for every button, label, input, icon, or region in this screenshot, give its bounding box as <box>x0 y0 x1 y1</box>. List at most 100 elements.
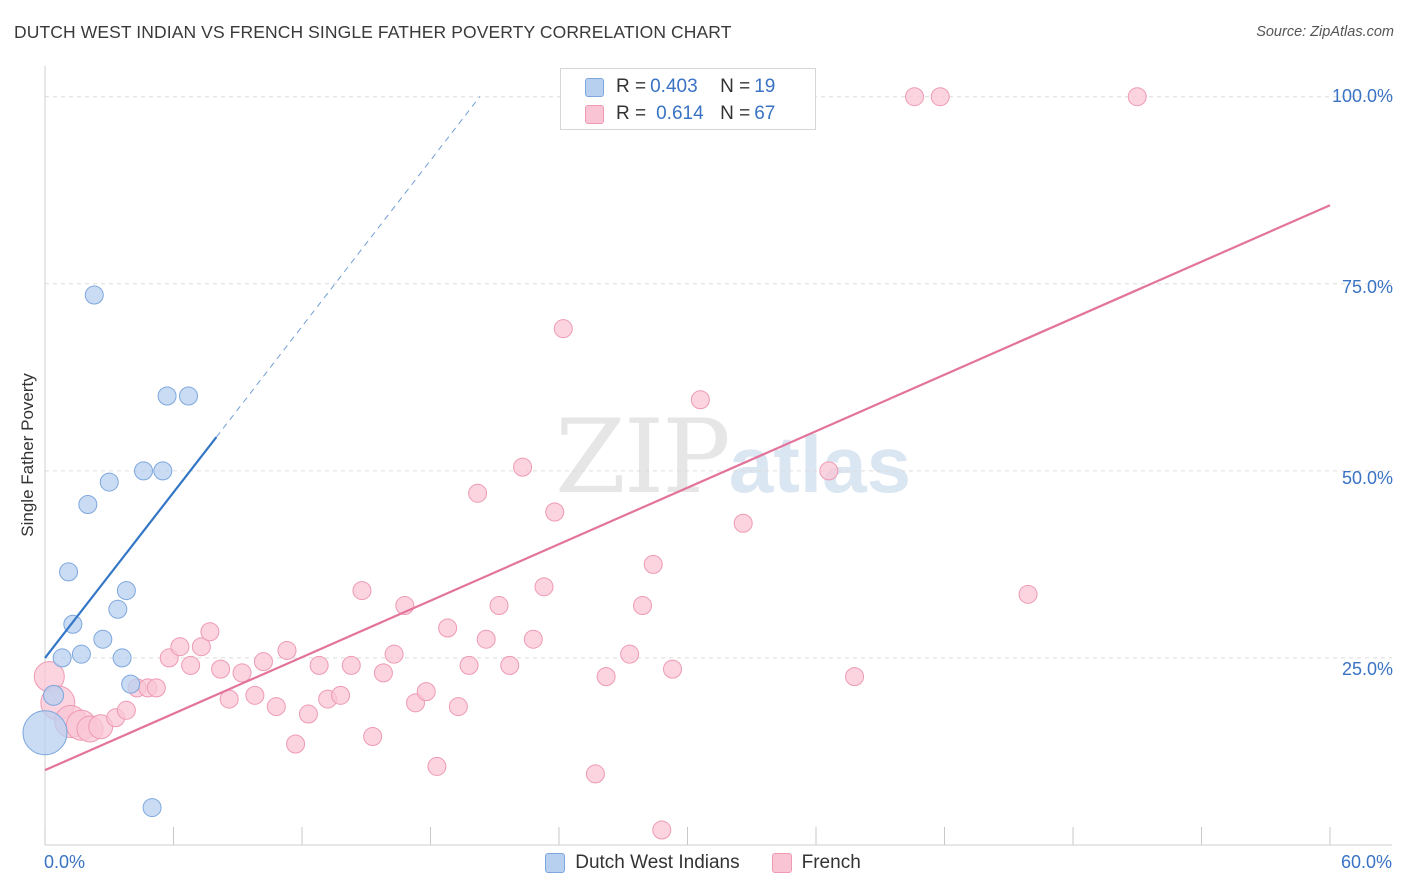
point-french <box>341 655 361 675</box>
chart-title: DUTCH WEST INDIAN VS FRENCH SINGLE FATHE… <box>14 22 732 42</box>
n-value: 19 <box>754 76 776 97</box>
point-french <box>191 637 211 657</box>
point-french <box>373 663 393 683</box>
legend-swatch-blue <box>545 853 566 873</box>
y-tick-label-100: 100.0% <box>1331 86 1393 106</box>
point-french <box>253 652 273 672</box>
point-french <box>116 700 136 720</box>
point-french <box>181 655 201 675</box>
point-french <box>553 319 573 339</box>
watermark: ZIPatlas <box>555 398 911 517</box>
point-dutch-west-indians <box>52 648 72 668</box>
point-french <box>286 734 306 754</box>
y-tick-label-75: 75.0% <box>1341 277 1393 297</box>
legend-swatch-pink <box>771 853 792 873</box>
point-french <box>643 554 663 574</box>
point-dutch-west-indians <box>71 644 91 664</box>
point-french <box>309 655 329 675</box>
point-french <box>523 629 543 649</box>
point-french <box>146 678 166 698</box>
point-dutch-west-indians <box>22 710 68 756</box>
legend-swatch-pink <box>585 104 604 124</box>
point-dutch-west-indians <box>108 599 128 619</box>
point-french <box>438 618 458 638</box>
point-french <box>1018 584 1038 604</box>
series-legend: Dutch West Indians French <box>0 852 1406 874</box>
n-value: 67 <box>754 103 776 124</box>
r-value: 0.614 <box>656 103 704 124</box>
point-french <box>596 667 616 687</box>
point-french <box>448 697 468 717</box>
r-value: 0.403 <box>650 76 698 97</box>
r-label: R = <box>616 76 647 97</box>
point-french <box>331 685 351 705</box>
point-dutch-west-indians <box>112 648 132 668</box>
point-dutch-west-indians <box>157 386 177 406</box>
point-dutch-west-indians <box>43 684 65 706</box>
point-french <box>468 483 488 503</box>
point-french <box>534 577 554 597</box>
point-french <box>363 726 383 746</box>
point-dutch-west-indians <box>93 629 113 649</box>
point-french <box>384 644 404 664</box>
point-french <box>266 697 286 717</box>
point-french <box>905 87 925 107</box>
legend-item-dutch-west-indians[interactable]: Dutch West Indians <box>545 852 740 874</box>
point-french <box>200 622 220 642</box>
point-french <box>663 659 683 679</box>
point-french <box>352 581 372 601</box>
point-dutch-west-indians <box>153 461 173 481</box>
legend-swatch-blue <box>585 77 604 97</box>
point-french <box>930 87 950 107</box>
point-french <box>845 667 865 687</box>
point-dutch-west-indians <box>134 461 154 481</box>
trend-line-french <box>44 204 1331 772</box>
legend-row-dutch-west-indians: R = 0.403 N = 19 <box>585 75 775 99</box>
point-french <box>819 461 839 481</box>
point-french <box>170 637 190 657</box>
x-tick-label-min: 0.0% <box>44 852 86 872</box>
r-label: R = <box>616 103 647 124</box>
point-french <box>211 659 231 679</box>
point-french <box>298 704 318 724</box>
point-french <box>476 629 496 649</box>
point-french <box>633 596 653 616</box>
point-dutch-west-indians <box>178 386 198 406</box>
point-french <box>1127 87 1147 107</box>
point-french <box>232 663 252 683</box>
y-tick-label-50: 50.0% <box>1341 468 1393 488</box>
point-dutch-west-indians <box>84 285 104 305</box>
point-french <box>489 596 509 616</box>
trend-line-extension-dutch-west-indians <box>215 96 481 438</box>
point-french <box>277 640 297 660</box>
point-dutch-west-indians <box>116 581 136 601</box>
point-french <box>620 644 640 664</box>
point-french <box>459 655 479 675</box>
n-label: N = <box>720 103 751 124</box>
point-french <box>500 655 520 675</box>
stats-legend: R = 0.403 N = 19 R = 0.614 N = 67 <box>560 68 816 130</box>
point-dutch-west-indians <box>78 495 98 515</box>
n-label: N = <box>720 76 751 97</box>
point-french <box>585 764 605 784</box>
watermark-zip: ZIP <box>555 398 731 517</box>
legend-row-french: R = 0.614 N = 67 <box>585 102 775 126</box>
point-french <box>545 502 565 522</box>
legend-item-french[interactable]: French <box>771 852 861 874</box>
legend-label: Dutch West Indians <box>575 852 740 873</box>
legend-label: French <box>801 852 861 873</box>
y-tick-label-25: 25.0% <box>1341 659 1393 679</box>
point-dutch-west-indians <box>142 798 162 818</box>
trend-line-dutch-west-indians <box>44 436 218 659</box>
point-french <box>245 685 265 705</box>
y-axis-label: Single Father Poverty <box>18 373 37 537</box>
point-dutch-west-indians <box>59 562 79 582</box>
point-dutch-west-indians <box>121 674 141 694</box>
point-french <box>513 457 533 477</box>
x-tick-label-max: 60.0% <box>1340 852 1392 872</box>
point-french <box>427 756 447 776</box>
point-french <box>416 682 436 702</box>
point-dutch-west-indians <box>99 472 119 492</box>
point-french <box>652 820 672 840</box>
